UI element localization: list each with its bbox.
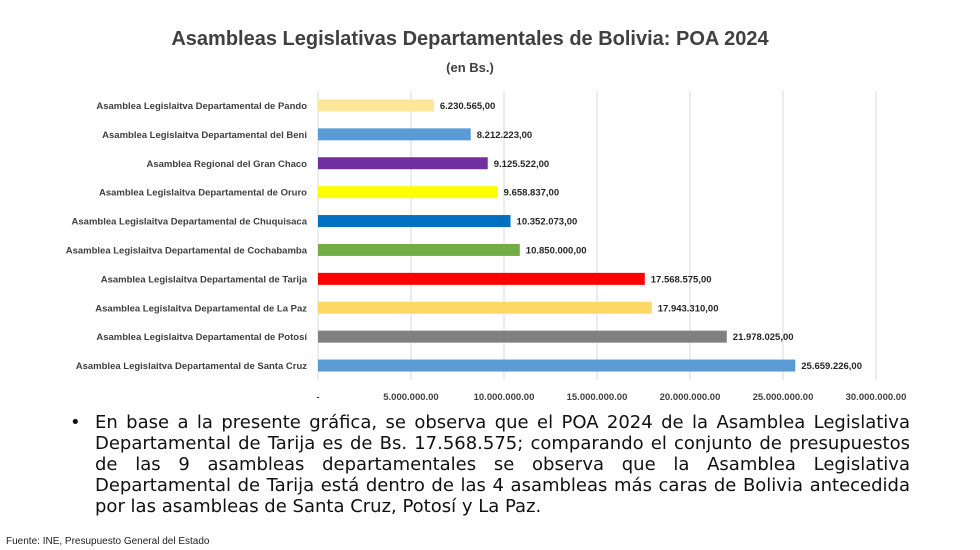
bar bbox=[318, 128, 471, 141]
category-label: Asamblea Legislaitva Departamental de Po… bbox=[96, 332, 307, 343]
category-label: Asamblea Legislaitva Departamental de Ta… bbox=[101, 274, 308, 285]
bar bbox=[318, 330, 727, 343]
data-label: 9.125.522,00 bbox=[494, 159, 549, 170]
bar bbox=[318, 215, 511, 228]
data-label: 17.943.310,00 bbox=[658, 303, 719, 314]
category-label: Asamblea Legislaitva Departamental de Co… bbox=[66, 245, 308, 256]
bars bbox=[318, 99, 796, 372]
x-tick-label: 20.000.000,00 bbox=[660, 392, 721, 400]
bullet-dot: • bbox=[70, 412, 81, 433]
data-labels: 6.230.565,00 8.212.223,00 9.125.522,00 9.65… bbox=[440, 101, 862, 372]
x-tick-label: 30.000.000,00 bbox=[846, 392, 907, 400]
x-tick-label: 5.000.000,00 bbox=[383, 392, 438, 400]
data-label: 6.230.565,00 bbox=[440, 101, 495, 112]
data-label: 10.352.073,00 bbox=[517, 217, 578, 228]
x-tick-label: 10.000.000,00 bbox=[474, 392, 535, 400]
category-label: Asamblea Regional del Gran Chaco bbox=[147, 159, 308, 170]
category-label: Asamblea Legislaitva Departamental de La… bbox=[95, 303, 307, 314]
category-labels: Asamblea Legislaitva Departamental de Pa… bbox=[66, 101, 308, 372]
category-label: Asamblea Legislaitva Departamental de Or… bbox=[99, 188, 307, 199]
bar bbox=[318, 272, 645, 285]
bar-chart: Asamblea Legislaitva Departamental de Pa… bbox=[66, 91, 906, 400]
bullet-paragraph: • En base a la presente gráfica, se obse… bbox=[70, 412, 910, 517]
bar bbox=[318, 359, 796, 372]
bar bbox=[318, 157, 488, 170]
data-label: 25.659.226,00 bbox=[801, 361, 862, 372]
bar bbox=[318, 301, 652, 314]
source-note: Fuente: INE, Presupuesto General del Est… bbox=[6, 536, 210, 547]
bullet-text: En base a la presente gráfica, se observ… bbox=[95, 412, 910, 517]
data-label: 9.658.837,00 bbox=[504, 188, 559, 199]
chart-title: Asambleas Legislativas Departamentales d… bbox=[171, 28, 769, 50]
bar bbox=[318, 99, 434, 112]
x-tick-label: 25.000.000,00 bbox=[753, 392, 814, 400]
data-label: 8.212.223,00 bbox=[477, 130, 532, 141]
x-tick-label: 15.000.000,00 bbox=[567, 392, 628, 400]
chart-subtitle: (en Bs.) bbox=[446, 60, 494, 75]
bar bbox=[318, 186, 498, 199]
x-axis-ticks: - 5.000.000,00 10.000.000,00 15.000.000,00 2… bbox=[316, 392, 906, 400]
bar bbox=[318, 243, 520, 256]
x-tick-label: - bbox=[316, 392, 319, 400]
category-label: Asamblea Legislaitva Departamental de Pa… bbox=[96, 101, 307, 112]
data-label: 17.568.575,00 bbox=[651, 274, 712, 285]
data-label: 10.850.000,00 bbox=[526, 245, 587, 256]
category-label: Asamblea Legislaitva Departamental de Ch… bbox=[72, 217, 308, 228]
data-label: 21.978.025,00 bbox=[733, 332, 794, 343]
category-label: Asamblea Legislaitva Departamental del B… bbox=[102, 130, 307, 141]
category-label: Asamblea Legislaitva Departamental de Sa… bbox=[76, 361, 307, 372]
